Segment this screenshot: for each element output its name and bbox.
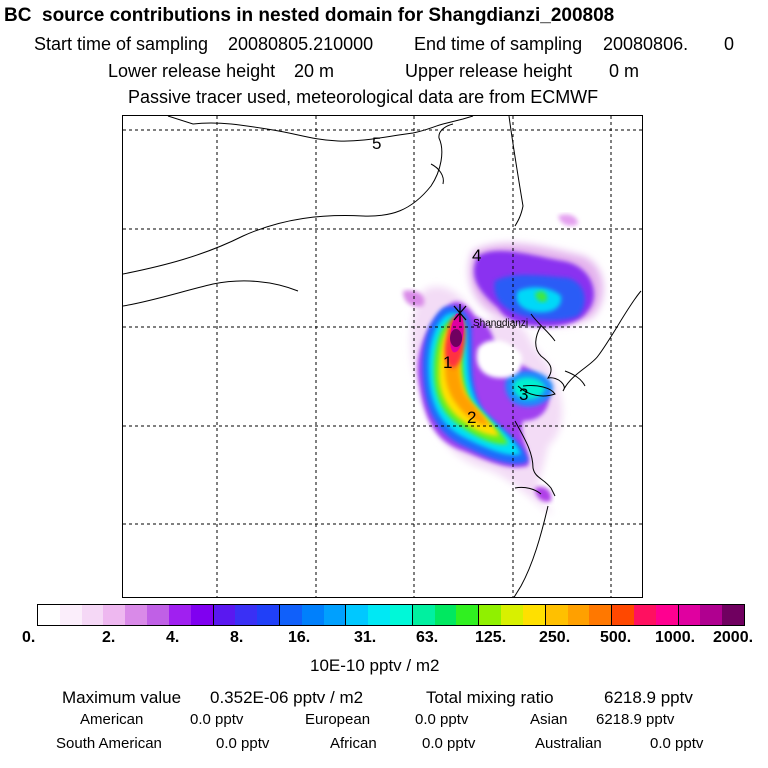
colorbar-tick: 125. xyxy=(475,629,507,646)
colorbar-units: 10E-10 pptv / m2 xyxy=(310,656,440,675)
colorbar-swatch xyxy=(567,605,590,625)
region-value: 6218.9 pptv xyxy=(596,711,675,728)
region-name: South American xyxy=(56,735,162,752)
region-label: 1 xyxy=(443,353,452,372)
plume-peak xyxy=(450,329,462,347)
model-note: Passive tracer used, meteorological data… xyxy=(128,87,599,107)
colorbar-swatch xyxy=(345,605,369,625)
colorbar-swatch xyxy=(434,605,457,625)
plume-field xyxy=(403,214,604,516)
lower-height-label: Lower release height xyxy=(108,61,276,81)
plume-north-green xyxy=(535,291,548,302)
region-value: 0.0 pptv xyxy=(650,735,704,752)
colorbar-tick: 16. xyxy=(288,629,311,646)
colorbar-swatch xyxy=(478,605,502,625)
end-time-value: 20080806. xyxy=(603,34,689,54)
plume-northeast-blob xyxy=(558,214,578,226)
colorbar-swatch xyxy=(544,605,568,625)
region-name: American xyxy=(80,711,144,728)
end-time-suffix: 0 xyxy=(724,34,735,54)
colorbar-swatch xyxy=(390,605,412,625)
colorbar-swatch xyxy=(522,605,545,625)
colorbar-swatch xyxy=(323,605,346,625)
plume-center-cyan xyxy=(513,377,545,400)
graticule xyxy=(123,116,642,597)
max-value: 0.352E-06 pptv / m2 xyxy=(210,688,364,707)
colorbar-swatch xyxy=(103,605,126,625)
upper-height-value: 0 m xyxy=(609,61,640,81)
region-value: 0.0 pptv xyxy=(190,711,244,728)
colorbar-swatch xyxy=(301,605,324,625)
total-mixing-value: 6218.9 pptv xyxy=(604,688,693,707)
coastline xyxy=(123,116,642,597)
region-name: Asian xyxy=(530,711,568,728)
colorbar-swatch xyxy=(168,605,191,625)
end-time-label: End time of sampling xyxy=(414,34,583,54)
colorbar-swatch xyxy=(81,605,104,625)
colorbar-tick: 4. xyxy=(166,629,180,646)
max-value-label: Maximum value xyxy=(62,688,182,707)
colorbar-swatch xyxy=(611,605,634,625)
receptor-marker xyxy=(453,304,467,322)
lower-height-value: 20 m xyxy=(294,61,335,81)
total-mixing-label: Total mixing ratio xyxy=(426,688,554,707)
colorbar-tick: 0. xyxy=(22,629,36,646)
region-name: African xyxy=(330,735,377,752)
colorbar-swatch xyxy=(501,605,523,625)
colorbar-tick: 63. xyxy=(416,629,439,646)
colorbar-swatch xyxy=(235,605,258,625)
colorbar-swatch xyxy=(456,605,479,625)
region-label: 3 xyxy=(519,385,528,404)
region-label: 5 xyxy=(372,134,381,153)
receptor-marker-label: Shangdianzi xyxy=(473,318,528,329)
region-label: 2 xyxy=(467,408,476,427)
colorbar-swatch xyxy=(677,605,701,625)
region-name: European xyxy=(305,711,371,728)
colorbar-swatch xyxy=(655,605,678,625)
colorbar-swatch xyxy=(190,605,213,625)
start-time-label: Start time of sampling xyxy=(34,34,209,54)
map-canvas: Shangdianzi 1 2 3 4 5 xyxy=(123,116,642,597)
colorbar-swatch xyxy=(212,605,236,625)
region-value: 0.0 pptv xyxy=(422,735,476,752)
colorbar-swatch xyxy=(368,605,390,625)
colorbar-swatch xyxy=(700,605,723,625)
plume-gap xyxy=(476,340,522,378)
colorbar-swatch xyxy=(589,605,612,625)
plot-title: BC source contributions in nested domain… xyxy=(4,5,615,26)
colorbar-swatch xyxy=(257,605,279,625)
upper-height-label: Upper release height xyxy=(405,61,573,81)
colorbar-swatch xyxy=(411,605,435,625)
region-value: 0.0 pptv xyxy=(216,735,270,752)
region-name: Australian xyxy=(535,735,602,752)
region-label: 4 xyxy=(472,246,481,265)
plume-south-blob xyxy=(535,486,552,502)
colorbar-swatch xyxy=(633,605,656,625)
colorbar-swatch xyxy=(278,605,302,625)
start-time-value: 20080805.210000 xyxy=(228,34,374,54)
colorbar-tick: 31. xyxy=(354,629,377,646)
colorbar-tick: 8. xyxy=(230,629,244,646)
colorbar-swatch xyxy=(59,605,82,625)
region-value: 0.0 pptv xyxy=(415,711,469,728)
colorbar-tick: 1000. xyxy=(655,629,696,646)
colorbar-swatch xyxy=(38,605,60,625)
colorbar-tick: 250. xyxy=(539,629,571,646)
colorbar xyxy=(37,604,745,626)
colorbar-swatch xyxy=(125,605,148,625)
colorbar-swatch xyxy=(147,605,169,625)
colorbar-tick: 2000. xyxy=(713,629,754,646)
colorbar-tick: 2. xyxy=(102,629,116,646)
footprint-map: Shangdianzi 1 2 3 4 5 xyxy=(122,115,643,598)
colorbar-swatch xyxy=(722,605,744,625)
colorbar-tick: 500. xyxy=(600,629,632,646)
